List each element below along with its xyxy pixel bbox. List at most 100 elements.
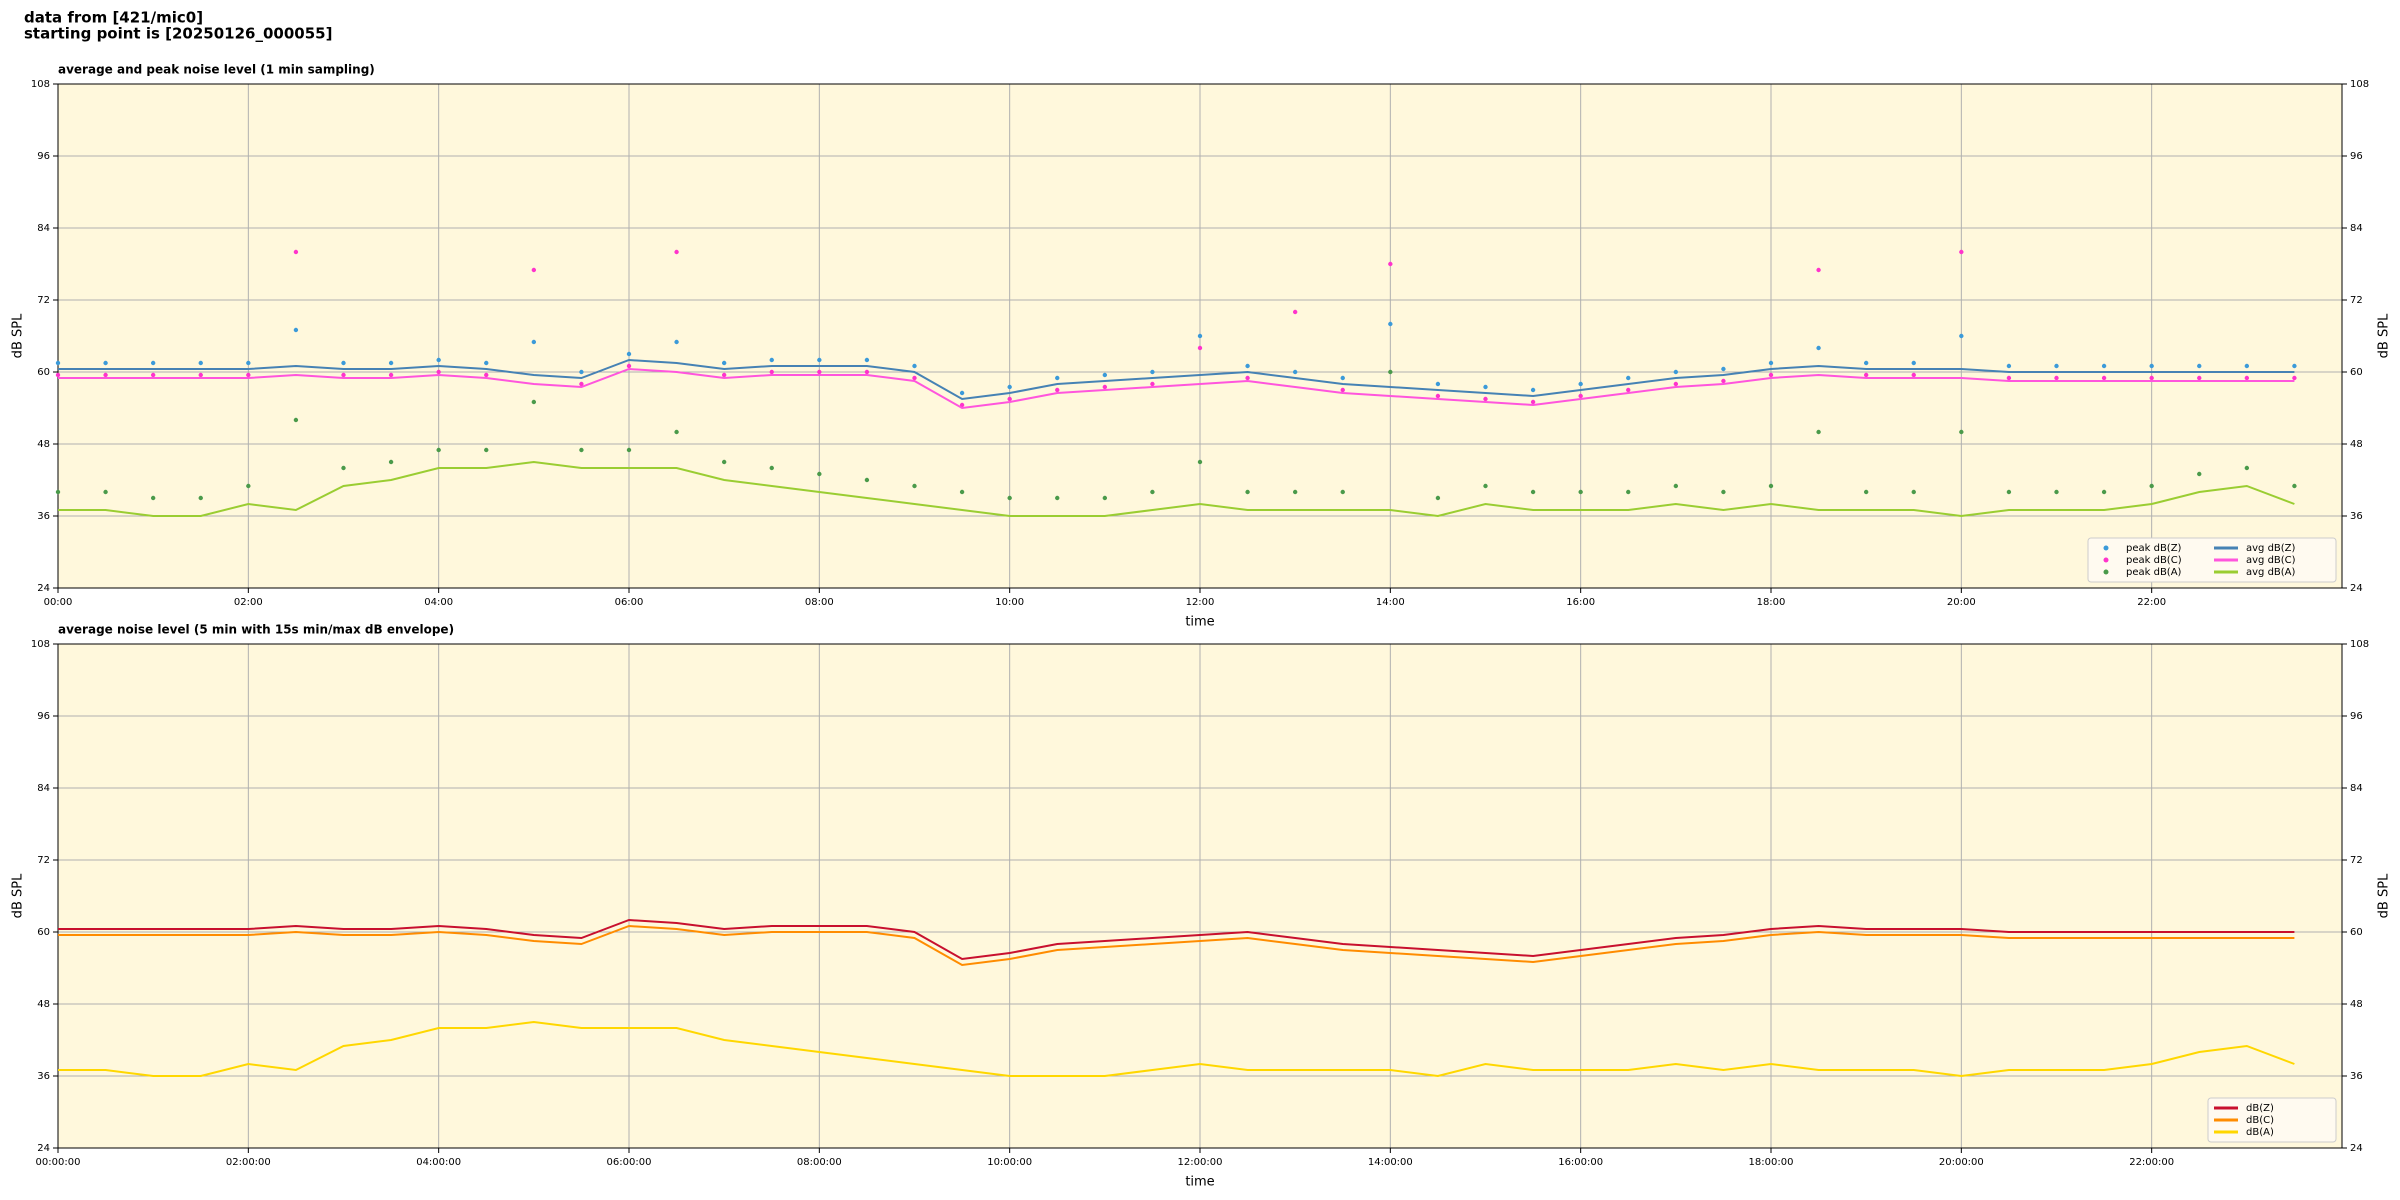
x-tick-label: 12:00:00 — [1178, 1157, 1223, 1168]
data-point — [1863, 489, 1869, 495]
data-line — [58, 358, 2295, 401]
data-point — [2197, 375, 2202, 381]
data-point — [341, 372, 346, 378]
data-point — [1197, 345, 1203, 351]
data-point — [1055, 387, 1060, 393]
y2-tick-label: 24 — [2350, 583, 2363, 594]
plot-frame — [57, 83, 2343, 589]
data-point — [817, 357, 822, 363]
data-point — [2149, 375, 2154, 381]
data-point — [1530, 489, 1536, 495]
data-point — [2101, 363, 2107, 369]
data-point — [150, 360, 156, 366]
data-point — [2244, 363, 2250, 369]
data-point — [103, 372, 108, 378]
y2-tick-label: 48 — [2350, 439, 2363, 450]
data-point — [1435, 495, 1441, 501]
y-tick-label: 36 — [37, 511, 50, 522]
data-point — [864, 357, 870, 363]
y2-tick-label: 36 — [2350, 1071, 2363, 1082]
x-tick-label: 08:00:00 — [797, 1157, 842, 1168]
x-tick-label: 14:00 — [1376, 597, 1405, 608]
data-point — [2101, 375, 2107, 381]
data-point — [817, 471, 822, 477]
y-tick-label: 60 — [37, 927, 50, 938]
data-point — [1626, 387, 1631, 393]
data-point — [2292, 363, 2297, 369]
data-line — [58, 924, 2295, 967]
data-point — [436, 357, 441, 363]
data-point — [484, 372, 489, 378]
data-point — [55, 360, 61, 366]
header-line: starting point is [20250126_000055] — [24, 25, 332, 43]
x-tick-label: 08:00 — [805, 597, 834, 608]
data-point — [1292, 489, 1298, 495]
data-point — [1055, 495, 1060, 501]
y-tick-label: 108 — [31, 79, 50, 90]
data-point — [1150, 369, 1155, 375]
y2-tick-label: 96 — [2350, 151, 2363, 162]
y2-axis-label: dB SPL — [2377, 313, 2392, 358]
data-point — [721, 372, 727, 378]
x-tick-label: 00:00 — [44, 597, 73, 608]
data-point — [1245, 363, 1250, 369]
data-point — [1721, 378, 1726, 384]
y-tick-label: 72 — [37, 855, 50, 866]
data-point — [198, 372, 203, 378]
data-point — [626, 351, 632, 357]
data-point — [769, 465, 774, 471]
data-point — [1007, 495, 1012, 501]
data-point — [246, 483, 251, 489]
x-axis-label: time — [1185, 1175, 1214, 1190]
data-point — [1007, 396, 1012, 402]
data-point — [484, 360, 489, 366]
x-tick-label: 16:00 — [1566, 597, 1595, 608]
y-tick-label: 96 — [37, 151, 50, 162]
y2-tick-label: 36 — [2350, 511, 2363, 522]
data-point — [1102, 495, 1108, 501]
legend-label: peak dB(A) — [2126, 567, 2182, 578]
data-point — [1055, 375, 1060, 381]
data-point — [531, 267, 537, 273]
data-point — [674, 339, 679, 345]
chart-title: average and peak noise level (1 min samp… — [58, 63, 375, 77]
data-line — [58, 918, 2295, 961]
data-point — [2197, 471, 2202, 477]
data-point — [1530, 387, 1536, 393]
x-tick-label: 16:00:00 — [1558, 1157, 1603, 1168]
data-point — [1578, 381, 1583, 387]
data-point — [388, 360, 394, 366]
data-point — [1435, 381, 1441, 387]
legend-box — [2207, 1097, 2337, 1143]
data-point — [2149, 483, 2154, 489]
data-point — [1102, 372, 1108, 378]
data-point — [1768, 483, 1774, 489]
data-point — [2197, 363, 2202, 369]
x-tick-label: 04:00:00 — [416, 1157, 461, 1168]
y-tick-label: 24 — [37, 1143, 50, 1154]
y-tick-label: 108 — [31, 639, 50, 650]
data-point — [1863, 372, 1869, 378]
data-point — [959, 390, 965, 396]
y2-tick-label: 48 — [2350, 999, 2363, 1010]
data-point — [1626, 489, 1631, 495]
x-tick-label: 18:00:00 — [1749, 1157, 1794, 1168]
data-point — [1578, 489, 1583, 495]
data-point — [721, 459, 727, 465]
data-point — [1626, 375, 1631, 381]
legend-marker — [2103, 569, 2109, 575]
data-point — [1578, 393, 1583, 399]
data-line — [58, 1020, 2295, 1078]
data-point — [1768, 372, 1774, 378]
y-tick-label: 72 — [37, 295, 50, 306]
y2-tick-label: 96 — [2350, 711, 2363, 722]
x-tick-label: 12:00 — [1186, 597, 1215, 608]
data-point — [436, 447, 441, 453]
data-point — [1340, 387, 1345, 393]
data-point — [2006, 363, 2012, 369]
data-point — [769, 357, 774, 363]
data-point — [293, 249, 299, 255]
data-point — [1959, 333, 1964, 339]
y-axis-label: dB SPL — [11, 313, 26, 358]
data-point — [2149, 363, 2154, 369]
